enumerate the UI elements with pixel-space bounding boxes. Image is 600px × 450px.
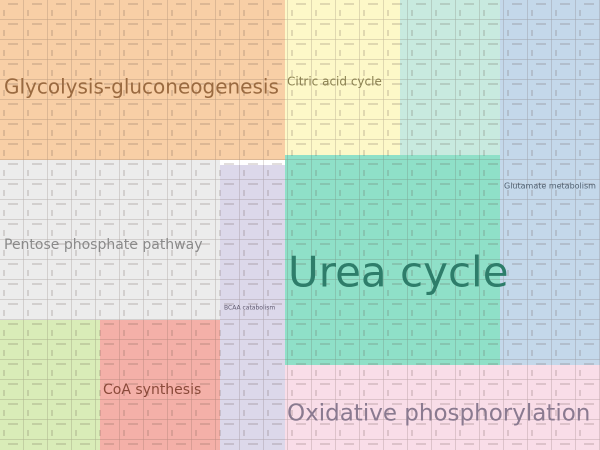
region-label: Oxidative phosphorylation (287, 401, 590, 427)
region-label: Glycolysis-gluconeogenesis (4, 75, 279, 99)
region-label: BCAA catabolism (224, 305, 275, 312)
region-label: Pentose phosphate pathway (4, 237, 203, 253)
region-label: Urea cycle (288, 248, 509, 297)
region-label: CoA synthesis (103, 382, 201, 398)
region-label: Citric acid cycle (287, 75, 382, 89)
region-label: Glutamate metabolism (504, 182, 596, 191)
